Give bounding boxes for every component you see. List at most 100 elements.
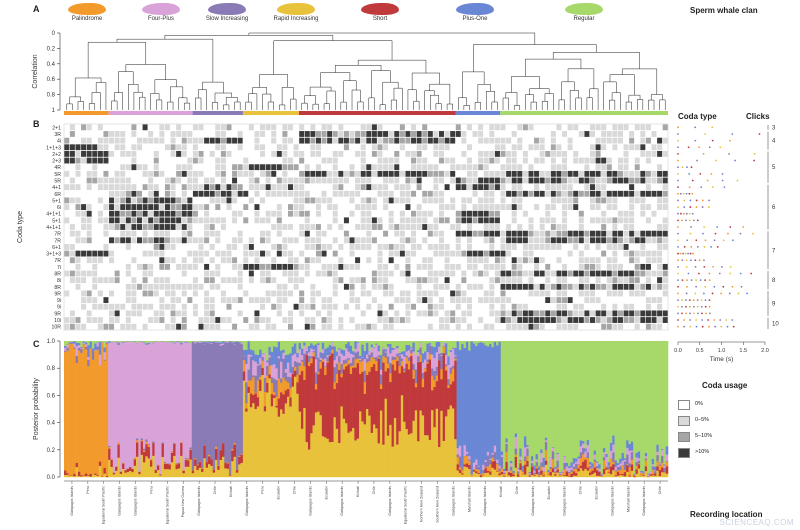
heatmap-cell <box>612 177 618 184</box>
heatmap-cell <box>332 270 338 277</box>
posterior-segment <box>140 454 144 478</box>
posterior-segment <box>293 370 297 377</box>
heatmap-cell <box>567 297 573 304</box>
posterior-segment <box>498 465 502 469</box>
posterior-segment <box>510 472 513 477</box>
heatmap-cell <box>137 210 142 217</box>
posterior-segment <box>568 466 571 469</box>
posterior-segment <box>180 341 183 343</box>
posterior-segment <box>440 410 443 478</box>
heatmap-cell <box>293 204 299 210</box>
heatmap-cell <box>125 310 131 317</box>
posterior-segment <box>342 418 346 478</box>
posterior-segment <box>273 346 276 365</box>
heatmap-cell <box>310 150 316 157</box>
heatmap-cell <box>612 310 618 317</box>
heatmap-cell <box>86 150 92 157</box>
posterior-segment <box>661 455 664 463</box>
heatmap-cell <box>439 303 444 310</box>
heatmap-cell <box>606 257 612 264</box>
heatmap-cell <box>427 131 433 137</box>
heatmap-cell <box>321 230 327 237</box>
posterior-segment <box>268 365 272 375</box>
click-dot <box>753 159 756 162</box>
heatmap-cell <box>584 270 590 277</box>
posterior-segment <box>377 341 381 346</box>
heatmap-cell <box>450 290 456 297</box>
heatmap-cell <box>137 204 142 210</box>
heatmap-cell <box>416 204 422 210</box>
posterior-segment <box>609 473 613 478</box>
click-dot <box>710 246 713 248</box>
heatmap-cell <box>192 283 198 290</box>
location-label: Galápagos Islands <box>610 486 614 516</box>
posterior-segment <box>75 341 79 343</box>
posterior-segment <box>254 392 258 394</box>
posterior-segment <box>586 467 590 471</box>
heatmap-cell <box>377 270 383 277</box>
posterior-segment <box>66 341 69 345</box>
location-label: Equatorial South Pacific <box>404 486 408 524</box>
click-dot <box>728 292 731 295</box>
heatmap-cell <box>500 197 506 204</box>
heatmap-cell <box>534 204 540 210</box>
heatmap-cell <box>159 230 165 237</box>
click-dot <box>681 279 684 282</box>
heatmap-cell <box>444 310 450 317</box>
heatmap-cell <box>81 237 87 244</box>
coda-type-label: 4R <box>54 165 61 171</box>
posterior-segment <box>630 464 634 471</box>
heatmap-cell <box>584 184 590 191</box>
heatmap-cell <box>153 164 159 171</box>
posterior-segment <box>87 341 90 346</box>
posterior-segment <box>400 365 404 396</box>
heatmap-cell <box>327 224 333 230</box>
posterior-segment <box>282 377 285 395</box>
heatmap-cell <box>506 250 512 257</box>
posterior-segment <box>561 470 564 473</box>
click-dot <box>689 206 692 208</box>
heatmap-cell <box>327 131 333 137</box>
posterior-segment <box>108 448 111 460</box>
click-dot <box>714 232 717 235</box>
heatmap-cell <box>360 170 366 177</box>
heatmap-cell <box>422 224 428 230</box>
heatmap-cell <box>142 224 148 230</box>
posterior-segment <box>280 341 283 351</box>
heatmap-cell <box>601 230 607 237</box>
heatmap-cell <box>276 250 282 257</box>
click-dot <box>719 146 722 149</box>
posterior-segment <box>472 341 476 344</box>
posterior-segment <box>623 469 627 473</box>
heatmap-cell <box>562 217 568 224</box>
heatmap-cell <box>159 257 165 264</box>
posterior-segment <box>180 455 183 478</box>
heatmap-cell <box>215 184 221 191</box>
heatmap-cell <box>411 210 417 217</box>
heatmap-cell <box>125 237 131 244</box>
posterior-segment <box>287 362 290 377</box>
heatmap-cell <box>472 217 478 224</box>
heatmap-cell <box>164 184 170 191</box>
heatmap-cell <box>606 263 612 270</box>
posterior-segment <box>514 456 518 468</box>
heatmap-cell <box>489 137 495 144</box>
heatmap-cell <box>209 323 215 330</box>
posterior-segment <box>463 444 467 456</box>
heatmap-cell <box>383 317 389 323</box>
heatmap-cell <box>645 217 651 224</box>
heatmap-cell <box>573 283 579 290</box>
heatmap-cell <box>562 170 568 177</box>
posterior-segment <box>424 359 427 368</box>
heatmap-cell <box>310 244 316 250</box>
posterior-segment <box>84 341 88 343</box>
heatmap-cell <box>254 144 260 151</box>
posterior-segment <box>89 347 93 349</box>
posterior-segment <box>166 342 169 464</box>
posterior-segment <box>112 341 116 473</box>
posterior-segment <box>328 341 332 345</box>
heatmap-cell <box>315 210 321 217</box>
heatmap-cell <box>282 131 288 137</box>
heatmap-cell <box>271 170 277 177</box>
heatmap-cell <box>304 197 310 204</box>
